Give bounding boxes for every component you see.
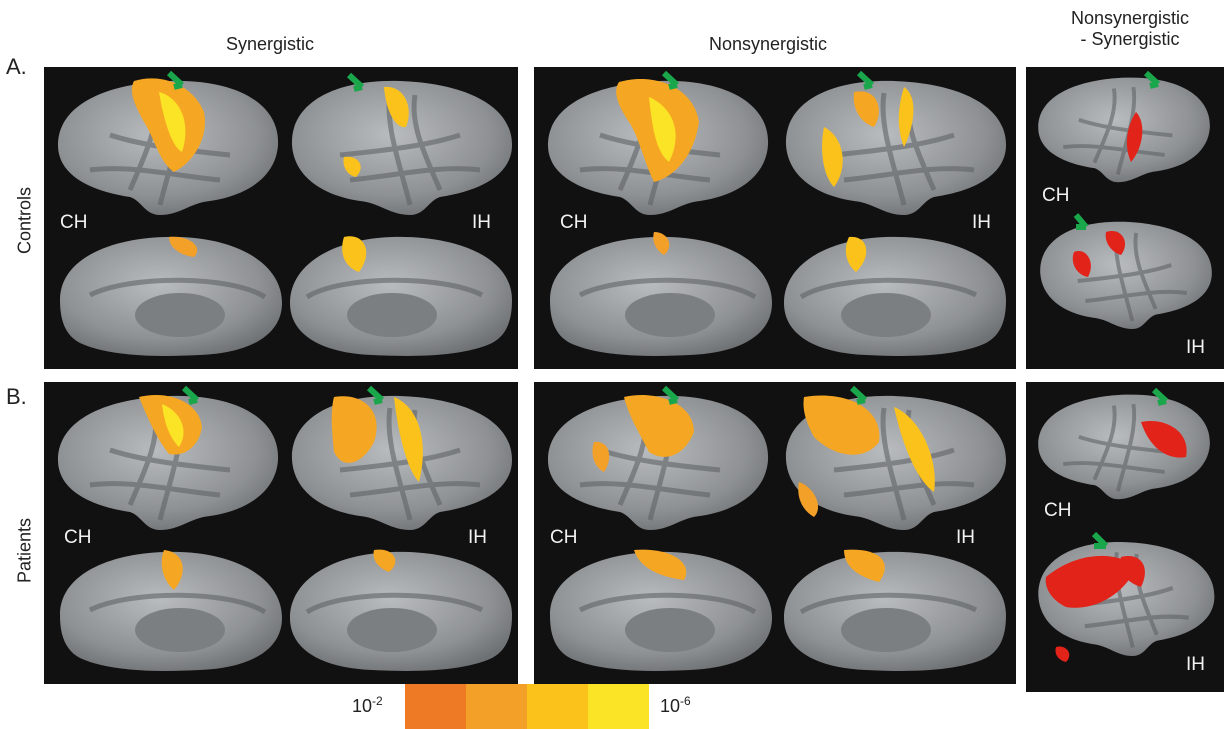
hemisphere-label-ch: CH: [1042, 185, 1070, 206]
panel-controls-synergistic: CH IH: [44, 67, 518, 369]
panel-patients-nonsynergistic: CH IH: [534, 382, 1016, 684]
difference-header-line1: Nonsynergistic: [1070, 8, 1190, 28]
column-header-synergistic: Synergistic: [225, 34, 315, 54]
row-letter-b: B.: [6, 384, 27, 409]
hemisphere-label-ih: IH: [468, 527, 487, 548]
colorbar-low-base: 10: [352, 696, 373, 716]
colorbar-swatch-2: [466, 684, 527, 729]
colorbar-swatch-3: [527, 684, 588, 729]
hemisphere-label-ch: CH: [550, 527, 578, 548]
row-letter-a: A.: [6, 54, 27, 79]
hemisphere-label-ch: CH: [1044, 500, 1072, 521]
colorbar-high-label: 10-6: [660, 694, 691, 717]
difference-header-line2: - Synergistic: [1080, 29, 1180, 49]
hemisphere-label-ih: IH: [956, 527, 975, 548]
panel-patients-synergistic: CH IH: [44, 382, 518, 684]
panel-patients-difference: CH IH: [1026, 382, 1224, 692]
colorbar-low-exp: -2: [372, 694, 383, 708]
panel-controls-nonsynergistic: CH IH: [534, 67, 1016, 369]
hemisphere-label-ch: CH: [560, 212, 588, 233]
colorbar-low-label: 10-2: [352, 694, 383, 717]
hemisphere-label-ih: IH: [1186, 337, 1205, 358]
row-label-controls: Controls: [14, 186, 35, 255]
hemisphere-label-ch: CH: [64, 527, 92, 548]
column-header-difference: Nonsynergistic - Synergistic: [1030, 8, 1230, 50]
hemisphere-label-ih: IH: [972, 212, 991, 233]
colorbar-swatch-1: [405, 684, 466, 729]
colorbar: [405, 684, 649, 729]
hemisphere-label-ih: IH: [1186, 654, 1205, 675]
colorbar-high-exp: -6: [680, 694, 691, 708]
hemisphere-label-ih: IH: [472, 212, 491, 233]
panel-controls-difference: CH IH: [1026, 67, 1224, 369]
colorbar-high-base: 10: [660, 696, 681, 716]
row-label-patients: Patients: [14, 517, 35, 584]
colorbar-swatch-4: [588, 684, 649, 729]
hemisphere-label-ch: CH: [60, 212, 88, 233]
column-header-nonsynergistic: Nonsynergistic: [708, 34, 828, 54]
